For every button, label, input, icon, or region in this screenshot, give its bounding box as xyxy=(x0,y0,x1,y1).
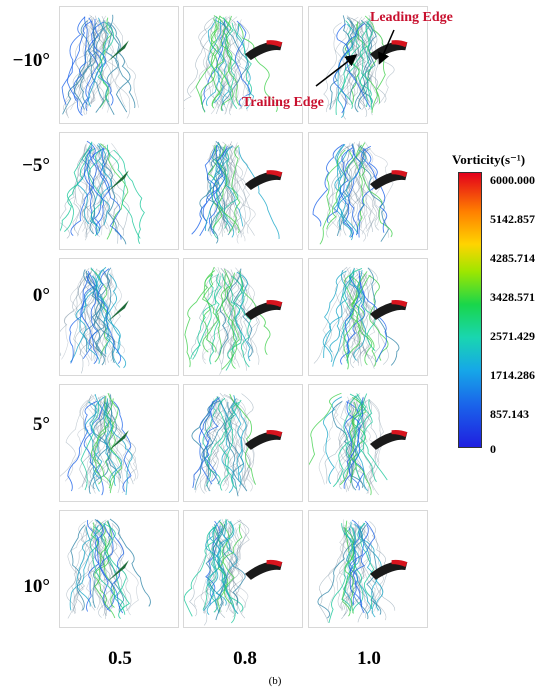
vorticity-panel xyxy=(308,132,428,250)
colorbar xyxy=(458,172,482,448)
flow-illustration xyxy=(184,266,283,375)
col-label-0-8: 0.8 xyxy=(233,648,257,669)
flow-illustration xyxy=(191,392,283,497)
vorticity-panel xyxy=(308,384,428,502)
row-label-5: 5° xyxy=(32,414,50,435)
vorticity-panel xyxy=(59,510,179,628)
colorbar-tick-7: 0 xyxy=(490,442,496,456)
flow-illustration xyxy=(309,392,408,496)
vorticity-panel xyxy=(183,6,303,124)
row-label-10: 10° xyxy=(23,576,50,597)
colorbar-tick-2: 4285.714 xyxy=(490,251,535,265)
col-label-0-5: 0.5 xyxy=(108,648,132,669)
colorbar-tick-6: 857.143 xyxy=(490,407,529,421)
row-label-neg5: −5° xyxy=(22,155,50,176)
vorticity-panel xyxy=(308,258,428,376)
vorticity-panel xyxy=(59,384,179,502)
vorticity-panel xyxy=(183,132,303,250)
figure-caption: (b) xyxy=(268,675,282,687)
vorticity-panel xyxy=(183,258,303,376)
leading-edge-label: Leading Edge xyxy=(370,10,453,25)
colorbar-tick-0: 6000.000 xyxy=(490,173,535,187)
colorbar-tick-4: 2571.429 xyxy=(490,329,535,343)
vorticity-panel xyxy=(183,384,303,502)
row-label-0: 0° xyxy=(32,285,50,306)
vorticity-panel xyxy=(59,258,179,376)
flow-illustration xyxy=(191,141,283,244)
flow-illustration xyxy=(60,140,145,245)
flow-illustration xyxy=(184,15,283,116)
row-label-neg10: −10° xyxy=(12,50,50,71)
flow-illustration xyxy=(60,392,139,496)
trailing-edge-label: Trailing Edge xyxy=(242,95,324,110)
col-label-1-0: 1.0 xyxy=(357,648,381,669)
vorticity-panel xyxy=(59,132,179,250)
colorbar-title: Vorticity(s⁻¹) xyxy=(452,152,526,167)
colorbar-tick-5: 1714.286 xyxy=(490,368,535,382)
flow-illustration xyxy=(312,141,408,245)
flow-illustration xyxy=(313,266,408,370)
vorticity-panel xyxy=(308,510,428,628)
flow-illustration xyxy=(184,518,283,626)
vorticity-panel xyxy=(59,6,179,124)
colorbar-tick-3: 3428.571 xyxy=(490,290,535,304)
flow-illustration xyxy=(61,14,139,119)
flow-illustration xyxy=(317,519,408,623)
colorbar-tick-1: 5142.857 xyxy=(490,212,535,226)
flow-illustration xyxy=(60,266,129,374)
vorticity-panel xyxy=(183,510,303,628)
flow-illustration xyxy=(66,518,151,620)
